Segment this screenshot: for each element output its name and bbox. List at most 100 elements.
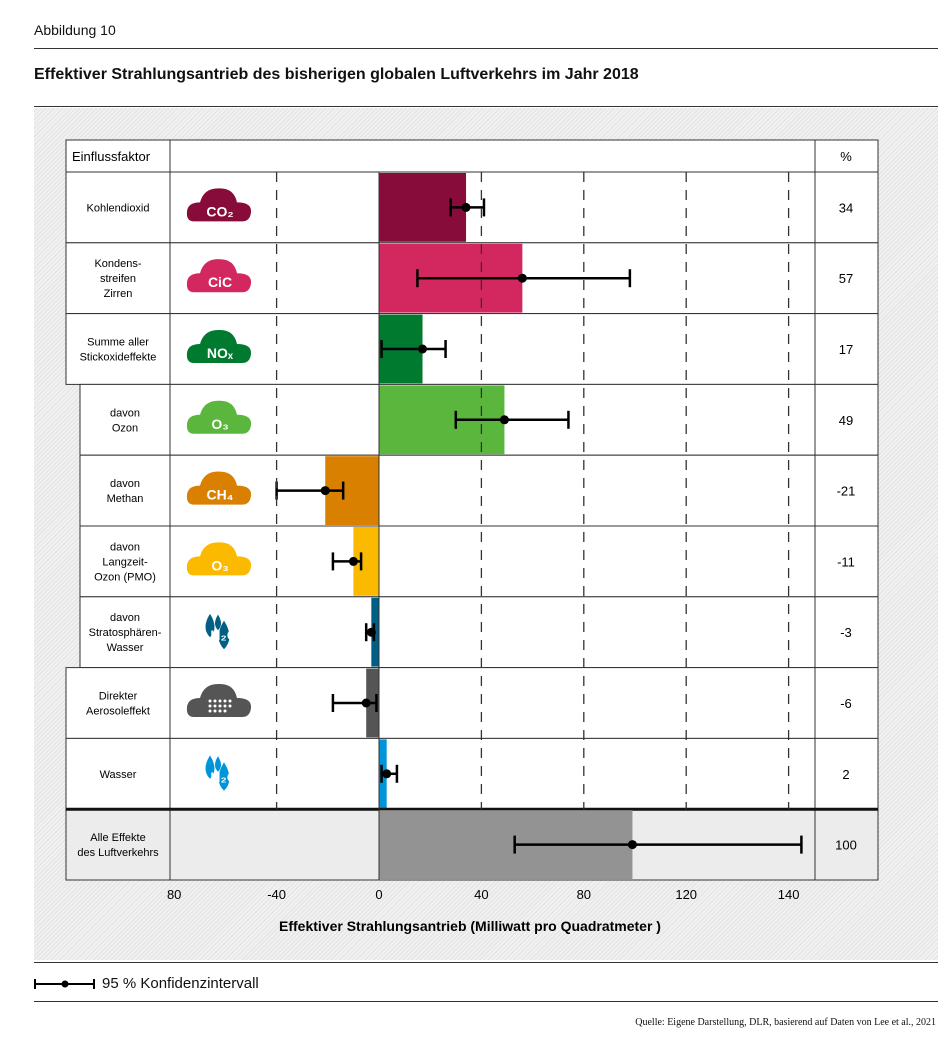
row-label: Wasser [100, 769, 137, 781]
row-label: Stickoxideffekte [80, 352, 157, 364]
x-axis-label: Effektiver Strahlungsantrieb (Milliwatt … [279, 918, 661, 934]
percent-value: -3 [840, 625, 852, 640]
table-row: Summe aller Stickoxideffekte 17 NOₓ [65, 313, 879, 385]
row-label: streifen [100, 273, 136, 285]
bar-chart: Einflussfaktor % Kohlendioxid 34 CO₂ Kondens-… [65, 139, 879, 934]
x-tick-label: 80 [167, 887, 181, 902]
x-tick-label: 80 [577, 887, 591, 902]
table-row: davon Stratosphären- Wasser -3 H₂O [79, 596, 879, 669]
particle-dot [213, 709, 217, 713]
confidence-interval-icon [34, 978, 95, 989]
row-background [65, 737, 879, 810]
source-note: Quelle: Eigene Darstellung, DLR, basiere… [635, 1017, 936, 1028]
data-point [517, 273, 527, 283]
icon-label: CH₄ [207, 487, 234, 503]
cloud-icon [186, 542, 252, 576]
row-background [65, 667, 879, 739]
row-background [65, 313, 879, 385]
particle-dot [208, 709, 212, 713]
data-point [418, 344, 428, 354]
icon-label: NOₓ [207, 345, 234, 361]
icon-label: CiC [208, 274, 232, 290]
percent-value: 49 [839, 413, 853, 428]
legend-label: 95 % Konfidenzintervall [102, 975, 259, 992]
x-tick-label: 140 [778, 887, 800, 902]
row-label: Ozon (PMO) [94, 571, 156, 583]
row-label: Kohlendioxid [87, 202, 150, 214]
water-drop-icon [218, 762, 230, 791]
cloud-icon [186, 400, 252, 434]
particle-dot [213, 699, 217, 703]
particle-dot [208, 699, 212, 703]
data-point [348, 556, 358, 566]
particle-dot [218, 709, 222, 713]
row-label: davon [110, 541, 140, 553]
row-label: Alle Effekte [90, 832, 145, 844]
row-background [79, 596, 879, 669]
water-drop-icon [205, 755, 215, 779]
header-right: % [840, 149, 852, 164]
cloud-icon [186, 188, 252, 222]
row-label: Ozon [112, 422, 138, 434]
row-label: des Luftverkehrs [77, 847, 159, 859]
header-row [65, 139, 879, 173]
icon-label: CO₂ [206, 203, 233, 219]
cloud-icon [186, 259, 252, 293]
data-point [627, 840, 637, 850]
row-label: Direkter [99, 691, 138, 703]
data-point [499, 415, 509, 425]
table-row: Alle Effekte des Luftverkehrs 100 [65, 807, 879, 881]
table-row: davon Ozon 49 O₃ [79, 383, 879, 456]
cloud-icon [186, 329, 252, 363]
particle-dot [223, 704, 227, 708]
row-label: Stratosphären- [89, 627, 162, 639]
table-row: Kondens-streifen Zirren 57 CiC [65, 242, 879, 315]
percent-value: -21 [837, 484, 856, 499]
percent-value: -6 [840, 696, 852, 711]
water-drop-icon [205, 613, 215, 638]
table-row: Wasser 2 H₂O [65, 737, 879, 810]
divider [34, 962, 938, 963]
divider [34, 1001, 938, 1002]
water-drop-icon [215, 756, 221, 772]
legend: 95 % Konfidenzintervall [34, 975, 259, 992]
particle-dot [223, 709, 227, 713]
table-row: Direkter Aerosoleffekt -6 [65, 667, 879, 739]
row-label: davon [110, 612, 140, 624]
icon-label: O₃ [211, 416, 228, 432]
data-point [461, 202, 471, 212]
row-label: Summe aller [87, 337, 149, 349]
row-label: Wasser [107, 642, 144, 654]
chart-title: Effektiver Strahlungsantrieb des bisheri… [34, 66, 639, 83]
percent-value: -11 [837, 554, 855, 569]
water-drop-icon [215, 614, 221, 631]
percent-value: 17 [839, 342, 853, 357]
x-tick-label: -40 [267, 887, 286, 902]
row-label: Langzeit- [102, 556, 148, 568]
figure-label: Abbildung 10 [34, 22, 116, 38]
water-drop-icon [218, 620, 230, 650]
cloud-icon [186, 471, 252, 505]
icon-label: H₂O [210, 627, 237, 643]
data-point [320, 486, 330, 496]
table-row: Kohlendioxid 34 CO₂ [65, 171, 879, 244]
row-label: Kondens- [94, 258, 141, 270]
particle-dot [218, 699, 222, 703]
header-left: Einflussfaktor [72, 149, 151, 164]
row-label: Zirren [104, 288, 133, 300]
percent-value: 2 [842, 767, 849, 782]
table-row: davon Langzeit- Ozon (PMO) -11 O₃ [79, 525, 879, 598]
x-tick-label: 0 [375, 887, 382, 902]
row-label: Methan [107, 493, 144, 505]
row-label: Aerosoleffekt [86, 706, 150, 718]
percent-value: 57 [839, 271, 853, 286]
percent-value: 100 [835, 838, 857, 853]
particle-dot [208, 704, 212, 708]
data-point [361, 698, 371, 708]
particle-dot [228, 699, 232, 703]
row-label: davon [110, 478, 140, 490]
table-row: davon Methan -21 CH₄ [79, 454, 879, 527]
particle-dot [218, 704, 222, 708]
divider [34, 106, 938, 107]
icon-label: O₃ [211, 557, 228, 573]
